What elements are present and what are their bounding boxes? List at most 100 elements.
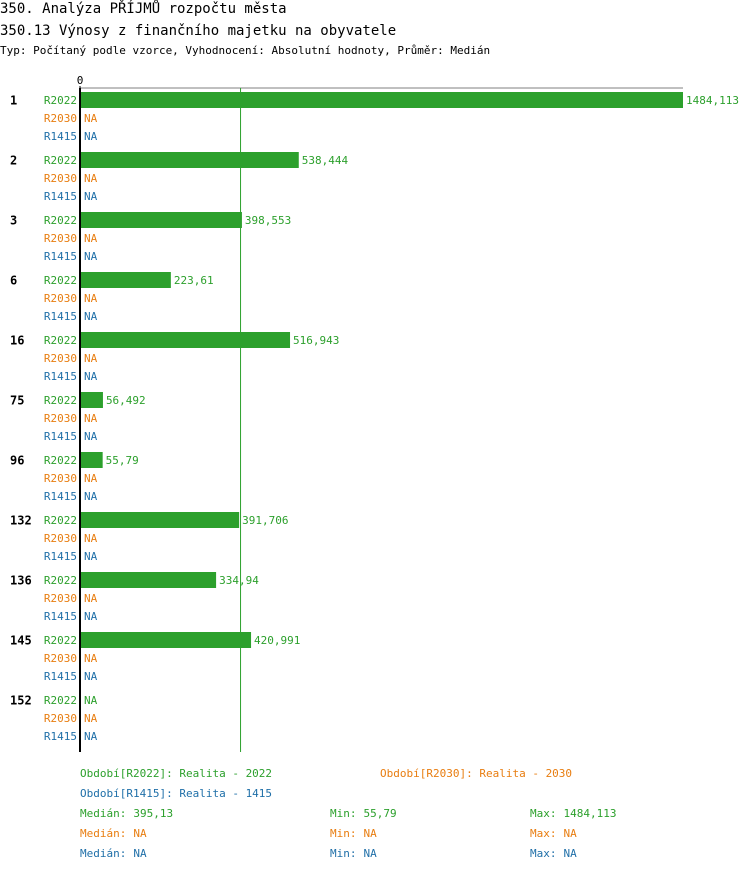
value-label: 420,991 bbox=[254, 634, 300, 647]
chart-description: Typ: Počítaný podle vzorce, Vyhodnocení:… bbox=[0, 44, 490, 57]
series-label: R1415 bbox=[44, 490, 77, 503]
value-label: NA bbox=[84, 610, 98, 623]
category-label: 1 bbox=[10, 94, 17, 108]
series-label: R2022 bbox=[44, 334, 77, 347]
bar bbox=[80, 512, 240, 528]
bar bbox=[80, 152, 299, 168]
category-label: 3 bbox=[10, 214, 17, 228]
bar bbox=[80, 572, 217, 588]
value-label: NA bbox=[84, 694, 98, 707]
series-label: R1415 bbox=[44, 730, 77, 743]
value-label: NA bbox=[84, 430, 98, 443]
stat-label: Medián: bbox=[80, 827, 126, 840]
series-label: R2030 bbox=[44, 412, 77, 425]
value-label: NA bbox=[84, 412, 98, 425]
bar bbox=[80, 452, 103, 468]
stat-value: 395,13 bbox=[133, 807, 173, 820]
series-label: R2030 bbox=[44, 712, 77, 725]
category-label: 145 bbox=[10, 634, 32, 648]
series-label: R2030 bbox=[44, 292, 77, 305]
series-label: R2030 bbox=[44, 232, 77, 245]
chart-title: 350. Analýza PŘÍJMŮ rozpočtu města bbox=[0, 0, 287, 17]
bar bbox=[80, 272, 171, 288]
value-label: NA bbox=[84, 232, 98, 245]
value-label: NA bbox=[84, 112, 98, 125]
value-label: NA bbox=[84, 652, 98, 665]
stat-label: Medián: bbox=[80, 847, 126, 860]
stat-value: NA bbox=[364, 827, 378, 840]
value-label: NA bbox=[84, 250, 98, 263]
chart-subtitle: 350.13 Výnosy z finančního majetku na ob… bbox=[0, 23, 396, 39]
series-label: R1415 bbox=[44, 370, 77, 383]
value-label: NA bbox=[84, 592, 98, 605]
series-label: R1415 bbox=[44, 610, 77, 623]
series-label: R1415 bbox=[44, 550, 77, 563]
stat-value: NA bbox=[133, 827, 147, 840]
value-label: 516,943 bbox=[293, 334, 339, 347]
stat-value: NA bbox=[133, 847, 147, 860]
value-label: NA bbox=[84, 310, 98, 323]
value-label: NA bbox=[84, 490, 98, 503]
bar bbox=[80, 392, 103, 408]
value-label: 56,492 bbox=[106, 394, 146, 407]
legend-entry: Období[R2030]: Realita - 2030 bbox=[380, 767, 572, 780]
value-label: 1484,113 bbox=[686, 94, 739, 107]
bar bbox=[80, 332, 291, 348]
value-label: NA bbox=[84, 130, 98, 143]
legend-entry: Období[R1415]: Realita - 1415 bbox=[80, 787, 272, 800]
value-label: NA bbox=[84, 532, 98, 545]
series-label: R2022 bbox=[44, 274, 77, 287]
category-label: 75 bbox=[10, 394, 24, 408]
stat-label: Max: bbox=[530, 827, 557, 840]
stat-value: NA bbox=[564, 847, 578, 860]
series-label: R1415 bbox=[44, 250, 77, 263]
stat-value: 55,79 bbox=[364, 807, 397, 820]
category-label: 136 bbox=[10, 574, 32, 588]
bar bbox=[80, 92, 683, 108]
series-label: R2022 bbox=[44, 214, 77, 227]
value-label: NA bbox=[84, 730, 98, 743]
value-label: NA bbox=[84, 172, 98, 185]
series-label: R2030 bbox=[44, 592, 77, 605]
value-label: NA bbox=[84, 550, 98, 563]
value-label: 223,61 bbox=[174, 274, 214, 287]
series-label: R2022 bbox=[44, 154, 77, 167]
value-label: 398,553 bbox=[245, 214, 291, 227]
value-label: NA bbox=[84, 352, 98, 365]
stat-label: Max: bbox=[530, 807, 557, 820]
series-label: R1415 bbox=[44, 130, 77, 143]
stat-label: Max: bbox=[530, 847, 557, 860]
value-label: NA bbox=[84, 292, 98, 305]
value-label: 55,79 bbox=[106, 454, 139, 467]
series-label: R1415 bbox=[44, 190, 77, 203]
series-label: R2030 bbox=[44, 532, 77, 545]
series-label: R2022 bbox=[44, 634, 77, 647]
stat-value: 1484,113 bbox=[564, 807, 617, 820]
series-label: R2022 bbox=[44, 514, 77, 527]
category-label: 16 bbox=[10, 334, 24, 348]
x-tick-label: 0 bbox=[77, 74, 84, 87]
value-label: NA bbox=[84, 370, 98, 383]
value-label: 334,94 bbox=[219, 574, 259, 587]
value-label: NA bbox=[84, 670, 98, 683]
stat-label: Medián: bbox=[80, 807, 126, 820]
stat-label: Min: bbox=[330, 807, 357, 820]
legend-entry: Období[R2022]: Realita - 2022 bbox=[80, 767, 272, 780]
stat-label: Min: bbox=[330, 847, 357, 860]
category-label: 152 bbox=[10, 694, 32, 708]
bar bbox=[80, 632, 252, 648]
stat-label: Min: bbox=[330, 827, 357, 840]
series-label: R2022 bbox=[44, 454, 77, 467]
series-label: R2022 bbox=[44, 574, 77, 587]
series-label: R2022 bbox=[44, 694, 77, 707]
series-label: R2030 bbox=[44, 352, 77, 365]
bar bbox=[80, 212, 242, 228]
category-label: 2 bbox=[10, 154, 17, 168]
category-label: 96 bbox=[10, 454, 24, 468]
series-label: R1415 bbox=[44, 430, 77, 443]
category-label: 6 bbox=[10, 274, 17, 288]
value-label: NA bbox=[84, 190, 98, 203]
series-label: R2030 bbox=[44, 172, 77, 185]
value-label: NA bbox=[84, 472, 98, 485]
